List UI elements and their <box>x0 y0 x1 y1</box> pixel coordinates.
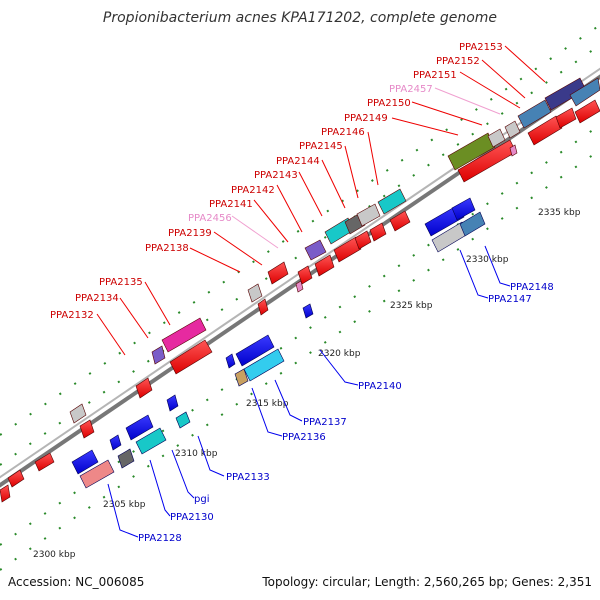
gene-arrow <box>0 484 11 503</box>
gene-label[interactable]: PPA2137 <box>303 417 347 428</box>
gene-label[interactable]: PPA2144 <box>276 156 320 167</box>
forward-leaders <box>96 45 546 356</box>
gene-arrow <box>555 107 577 129</box>
gene-arrow <box>569 77 600 107</box>
gene-arrow <box>166 394 179 412</box>
gene-arrow <box>7 469 25 488</box>
gene-label[interactable]: PPA2138 <box>145 243 189 254</box>
tick-labels: 2300 kbp 2305 kbp 2310 kbp 2315 kbp 2320… <box>33 208 581 560</box>
gene-label[interactable]: PPA2139 <box>168 228 212 239</box>
gene-label[interactable]: PPA2150 <box>367 98 411 109</box>
gene-arrow <box>161 317 207 353</box>
gene-arrow <box>356 203 381 227</box>
gene-arrow <box>509 144 518 157</box>
gene-arrow <box>527 115 563 146</box>
gene-arrow <box>354 230 372 250</box>
gene-arrow <box>333 236 362 263</box>
tick-label: 2315 kbp <box>246 399 289 409</box>
gene-arrow <box>314 254 335 277</box>
map-title: Propionibacterium acnes KPA171202, compl… <box>103 10 497 26</box>
gene-arrow <box>225 353 236 369</box>
gene-arrow <box>169 339 213 375</box>
gene-arrow <box>135 377 153 399</box>
gene-arrow <box>295 280 304 293</box>
gene-arrow <box>247 283 263 303</box>
tick-label: 2330 kbp <box>466 255 509 265</box>
gene-arrow <box>69 403 87 424</box>
gene-label[interactable]: PPA2147 <box>488 294 532 305</box>
tick-label: 2325 kbp <box>390 301 433 311</box>
gene-arrow <box>117 448 135 469</box>
gene-label[interactable]: PPA2136 <box>282 432 326 443</box>
gene-label[interactable]: PPA2143 <box>254 170 298 181</box>
pseudo-leaders <box>231 87 501 249</box>
gene-arrow <box>389 210 411 232</box>
gene-label[interactable]: PPA2146 <box>321 127 365 138</box>
accession-text: Accession: NC_006085 <box>8 575 144 589</box>
gene-arrow <box>369 222 387 242</box>
gene-label[interactable]: PPA2148 <box>510 282 554 293</box>
gene-arrow <box>297 265 313 285</box>
gene-label[interactable]: PPA2151 <box>413 70 457 81</box>
gene-arrow <box>243 348 285 382</box>
gene-arrow <box>79 419 95 439</box>
gene-arrow <box>71 449 99 475</box>
gene-arrow <box>574 99 600 124</box>
gene-label[interactable]: PPA2149 <box>344 113 388 124</box>
gene-arrow <box>459 211 486 237</box>
gene-label[interactable]: PPA2456 <box>188 213 232 224</box>
summary-text: Topology: circular; Length: 2,560,265 bp… <box>261 575 592 589</box>
gene-arrow <box>135 427 167 455</box>
tick-label: 2320 kbp <box>318 349 361 359</box>
gene-arrow <box>234 368 249 387</box>
gene-arrow <box>517 99 552 129</box>
gene-label[interactable]: PPA2130 <box>170 512 214 523</box>
gene-arrow <box>235 334 275 367</box>
gene-label[interactable]: PPA2128 <box>138 533 182 544</box>
gene-arrow <box>487 128 506 148</box>
gene-arrow <box>34 452 55 472</box>
gene-arrow <box>175 411 191 429</box>
gene-label[interactable]: PPA2142 <box>231 185 275 196</box>
gene-label[interactable]: PPA2132 <box>50 310 94 321</box>
gene-arrow <box>151 345 166 365</box>
gene-arrow <box>504 120 521 139</box>
gene-arrow <box>377 188 407 215</box>
gene-arrow <box>451 197 476 221</box>
forward-label-group: PPA2132 PPA2134 PPA2135 PPA2138 PPA2139 … <box>50 42 503 321</box>
tick-label: 2310 kbp <box>175 449 218 459</box>
gene-arrow <box>267 261 289 285</box>
reverse-genes <box>71 197 486 489</box>
gene-label[interactable]: PPA2141 <box>209 199 253 210</box>
forward-genes <box>0 77 600 503</box>
gene-arrow <box>109 434 122 451</box>
gene-label[interactable]: PPA2135 <box>99 277 143 288</box>
gene-arrow <box>125 414 154 441</box>
tick-label: 2335 kbp <box>538 208 581 218</box>
gene-label[interactable]: pgi <box>194 494 209 505</box>
gene-arrow <box>304 239 327 261</box>
gene-label[interactable]: PPA2133 <box>226 472 270 483</box>
gene-arrow <box>302 303 314 319</box>
tick-label: 2300 kbp <box>33 550 76 560</box>
gene-arrow <box>447 132 496 171</box>
gene-label[interactable]: PPA2152 <box>436 56 480 67</box>
gene-arrow <box>79 459 115 489</box>
gene-label[interactable]: PPA2134 <box>75 293 119 304</box>
gene-label[interactable]: PPA2153 <box>459 42 503 53</box>
gene-label[interactable]: PPA2140 <box>358 381 402 392</box>
tick-label: 2305 kbp <box>103 500 146 510</box>
gene-label[interactable]: PPA2145 <box>299 141 343 152</box>
reverse-leaders <box>107 245 511 538</box>
gene-arrow <box>257 298 269 316</box>
gene-label[interactable]: PPA2457 <box>389 84 433 95</box>
reverse-label-group: PPA2128 PPA2130 pgi PPA2133 PPA2136 PPA2… <box>138 282 554 544</box>
